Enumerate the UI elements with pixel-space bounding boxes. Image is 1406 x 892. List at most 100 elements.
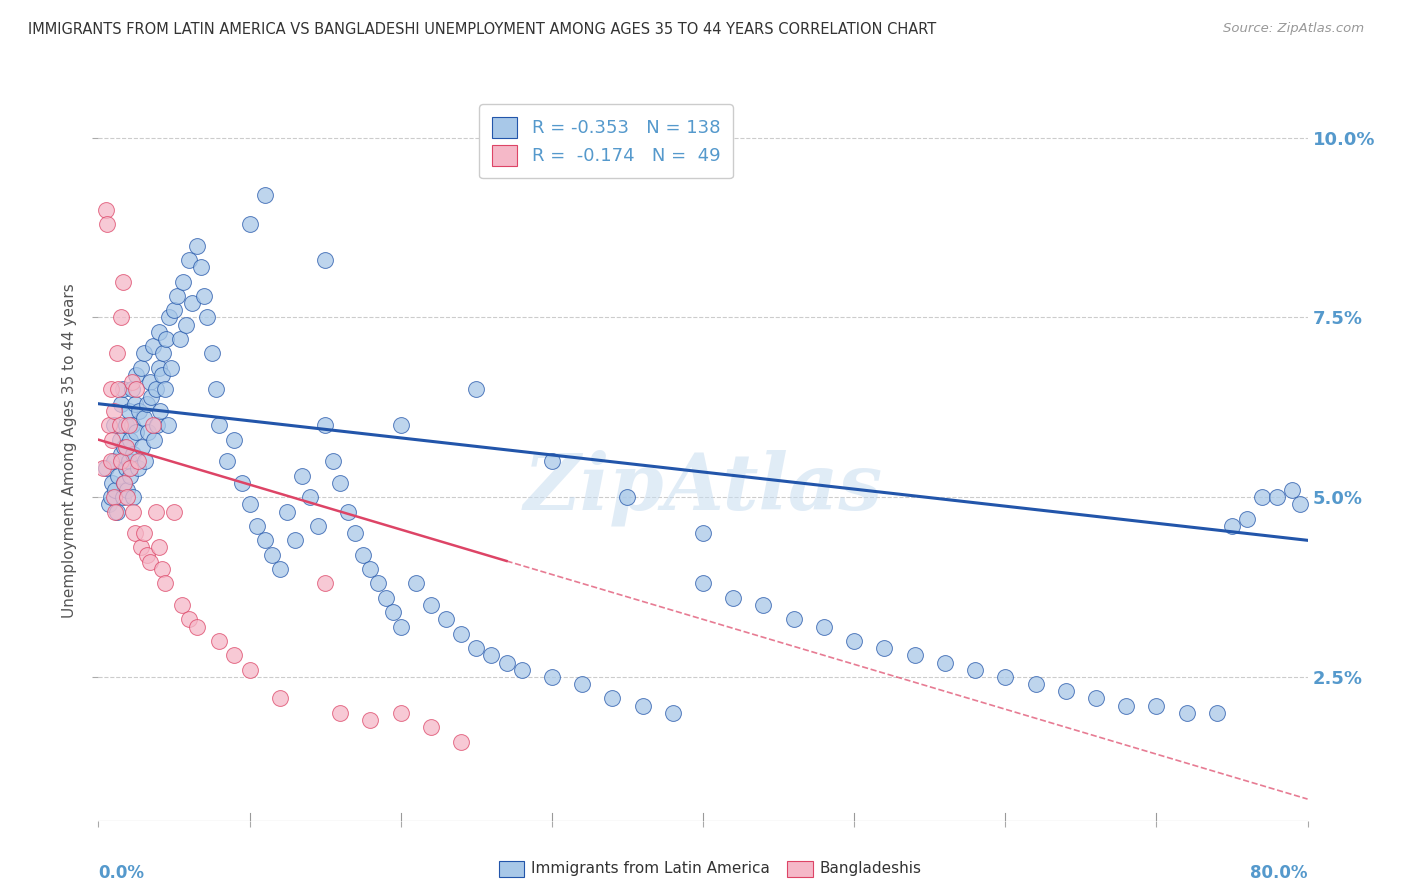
Point (352, 548, 374, 562)
Point (94, 461, 117, 475)
Text: Source: ZipAtlas.com: Source: ZipAtlas.com (1223, 22, 1364, 36)
Point (155, 332, 177, 346)
Point (110, 397, 132, 411)
Point (314, 252, 336, 267)
Point (405, 576, 427, 591)
Point (450, 626, 472, 640)
Text: IMMIGRANTS FROM LATIN AMERICA VS BANGLADESHI UNEMPLOYMENT AMONG AGES 35 TO 44 YE: IMMIGRANTS FROM LATIN AMERICA VS BANGLAD… (28, 22, 936, 37)
Point (262, 548, 284, 562)
Point (125, 383, 148, 397)
Point (101, 475, 124, 490)
Point (169, 332, 191, 346)
Point (166, 289, 188, 303)
Point (465, 383, 488, 397)
Point (108, 433, 131, 447)
Point (163, 303, 186, 318)
Point (132, 346, 155, 360)
Point (723, 591, 745, 605)
Point (1206, 706, 1229, 720)
Point (174, 318, 197, 332)
Point (1024, 677, 1046, 691)
Point (360, 713, 382, 727)
Point (104, 483, 127, 497)
Point (420, 598, 443, 612)
Point (1220, 519, 1243, 533)
Point (135, 397, 157, 411)
Point (661, 706, 683, 720)
Point (269, 562, 291, 576)
Point (190, 260, 212, 275)
Point (540, 454, 562, 468)
Point (246, 519, 269, 533)
Point (148, 325, 170, 339)
Point (104, 504, 127, 518)
Point (434, 612, 457, 626)
Point (382, 605, 405, 619)
Point (291, 468, 314, 483)
Point (1289, 497, 1312, 511)
Point (195, 310, 218, 325)
Point (143, 433, 166, 447)
Point (571, 677, 593, 691)
Text: Immigrants from Latin America: Immigrants from Latin America (531, 862, 770, 876)
Point (131, 440, 153, 454)
Point (344, 526, 367, 541)
Point (101, 433, 124, 447)
Point (904, 648, 927, 663)
Point (121, 375, 143, 389)
Point (208, 634, 231, 648)
Point (150, 562, 173, 576)
Point (510, 663, 533, 677)
Point (231, 475, 253, 490)
Point (540, 670, 562, 684)
Point (132, 411, 155, 425)
Point (114, 440, 136, 454)
Point (145, 504, 167, 518)
Point (201, 346, 224, 360)
Point (420, 720, 443, 734)
Point (1085, 691, 1108, 706)
Text: 80.0%: 80.0% (1250, 863, 1308, 882)
Point (299, 490, 322, 504)
Point (98, 418, 121, 433)
Point (114, 461, 136, 475)
Point (121, 383, 143, 397)
Point (107, 383, 129, 397)
Point (114, 418, 136, 433)
Legend: R = -0.353   N = 138, R =  -0.174   N =  49: R = -0.353 N = 138, R = -0.174 N = 49 (479, 104, 733, 178)
Point (111, 490, 134, 504)
Point (322, 454, 344, 468)
Point (132, 526, 155, 541)
Point (148, 360, 170, 375)
Point (934, 656, 956, 670)
Point (336, 504, 359, 518)
Point (284, 533, 307, 548)
Point (142, 339, 165, 353)
Point (153, 383, 176, 397)
Point (692, 576, 714, 591)
Point (253, 188, 276, 202)
Point (103, 418, 125, 433)
Point (128, 404, 150, 418)
Point (156, 418, 179, 433)
Point (1281, 483, 1303, 497)
Point (98, 497, 121, 511)
Point (239, 663, 262, 677)
Point (602, 691, 624, 706)
Point (127, 461, 149, 475)
Point (367, 576, 389, 591)
Point (122, 447, 145, 461)
Point (208, 418, 231, 433)
Point (163, 504, 186, 518)
Point (115, 483, 138, 497)
Point (307, 519, 329, 533)
Text: 0.0%: 0.0% (98, 863, 145, 882)
Point (125, 425, 148, 440)
Text: Bangladeshis: Bangladeshis (820, 862, 922, 876)
Point (120, 461, 142, 475)
Point (150, 368, 173, 382)
Point (145, 383, 167, 397)
Point (160, 360, 183, 375)
Point (107, 468, 129, 483)
Point (186, 619, 208, 633)
